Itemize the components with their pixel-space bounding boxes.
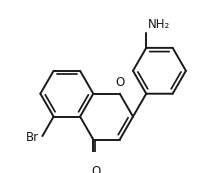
Text: NH₂: NH₂	[148, 19, 170, 31]
Text: Br: Br	[26, 131, 39, 144]
Text: O: O	[115, 76, 124, 89]
Text: O: O	[91, 165, 101, 173]
